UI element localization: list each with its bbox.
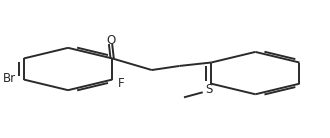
Text: O: O	[106, 34, 115, 47]
Text: Br: Br	[3, 72, 16, 85]
Text: F: F	[118, 76, 125, 90]
Text: S: S	[205, 83, 212, 96]
